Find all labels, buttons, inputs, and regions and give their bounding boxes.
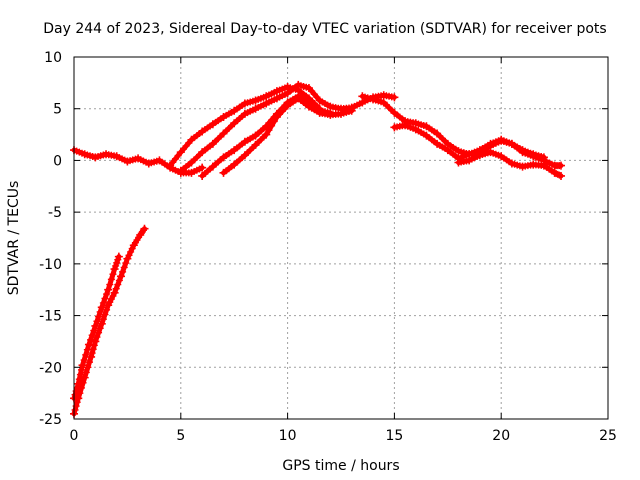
data-point-interp: [103, 290, 111, 298]
x-tick-label: 25: [599, 428, 617, 444]
data-point-interp: [112, 285, 120, 293]
series-track-1: [70, 224, 149, 418]
y-tick-label: 10: [44, 50, 62, 66]
data-point-interp: [93, 333, 101, 341]
data-point: [347, 106, 356, 115]
data-point-interp: [96, 324, 104, 332]
data-point-interp: [125, 251, 133, 259]
data-point: [97, 319, 106, 328]
data-point-interp: [89, 345, 97, 353]
data-point: [390, 93, 399, 102]
data-point-interp: [115, 276, 123, 284]
x-tick-label: 10: [279, 428, 297, 444]
data-point: [78, 361, 87, 370]
data-point-interp: [268, 122, 276, 130]
data-point-interp: [101, 295, 109, 303]
data-point-interp: [82, 351, 90, 359]
data-point-interp: [71, 391, 79, 399]
data-point-interp: [270, 117, 278, 125]
y-tick-label: -15: [39, 309, 62, 325]
data-point-interp: [85, 358, 93, 366]
data-point: [557, 161, 566, 170]
data-point: [116, 272, 125, 281]
data-point-interp: [73, 398, 81, 406]
data-point-interp: [113, 259, 121, 267]
y-tick-label: -25: [39, 412, 62, 428]
data-point-interp: [107, 275, 115, 283]
y-tick-label: -20: [39, 360, 62, 376]
data-point-interp: [83, 346, 91, 354]
data-point: [557, 171, 566, 180]
data-point-interp: [73, 383, 81, 391]
y-axis-label: SDTVAR / TECUs: [6, 181, 22, 296]
series-track-9: [390, 121, 566, 170]
chart-title: Day 244 of 2023, Sidereal Day-to-day VTE…: [43, 21, 606, 37]
data-point-interp: [80, 356, 88, 364]
data-point-interp: [82, 368, 90, 376]
data-point: [110, 288, 119, 297]
data-point: [198, 163, 207, 172]
data-point-interp: [88, 331, 96, 339]
data-point-interp: [95, 313, 103, 321]
data-point-interp: [109, 270, 117, 278]
data-point-interp: [96, 308, 104, 316]
grid-layer: [74, 57, 608, 419]
data-point: [140, 224, 149, 233]
data-point-interp: [93, 317, 101, 325]
y-tick-label: 0: [53, 153, 62, 169]
data-point-interp: [103, 306, 111, 314]
data-point-interp: [114, 281, 122, 289]
data-point: [262, 130, 271, 139]
data-point-interp: [71, 406, 79, 414]
data-point: [104, 285, 113, 294]
series-track-7: [219, 94, 356, 177]
y-tick-label: -5: [48, 205, 62, 221]
data-point-interp: [106, 281, 114, 289]
data-point-interp: [76, 371, 84, 379]
tick-layer: 0 5 10 15 20 25 -25 -20 -15 -10 -5 0 5 10: [39, 50, 617, 444]
series-track-10: [454, 148, 566, 180]
data-point-interp: [127, 248, 135, 256]
data-point-interp: [99, 299, 107, 307]
data-point-interp: [106, 298, 114, 306]
data-point-interp: [95, 329, 103, 337]
data-point: [87, 352, 96, 361]
x-tick-label: 0: [70, 428, 79, 444]
x-tick-label: 5: [176, 428, 185, 444]
data-point-interp: [107, 295, 115, 303]
series-track-5: [176, 80, 399, 175]
data-point-interp: [122, 259, 130, 267]
data-point-interp: [77, 366, 85, 374]
series-track-2: [70, 252, 123, 403]
data-point: [91, 321, 100, 330]
data-point: [84, 340, 93, 349]
x-axis-label: GPS time / hours: [282, 458, 399, 474]
data-point-interp: [88, 349, 96, 357]
data-point-interp: [101, 311, 109, 319]
data-point-interp: [120, 263, 128, 271]
y-tick-label: -10: [39, 257, 62, 273]
data-layer: [70, 80, 566, 418]
data-point: [74, 379, 83, 388]
data-point: [97, 303, 106, 312]
data-point-interp: [90, 327, 98, 335]
data-point-interp: [75, 375, 83, 383]
x-tick-label: 20: [492, 428, 510, 444]
data-point: [114, 252, 123, 261]
data-point-interp: [119, 268, 127, 276]
plot-frame: [73, 56, 609, 420]
data-point-interp: [87, 336, 95, 344]
data-point-interp: [99, 315, 107, 323]
x-tick-label: 15: [385, 428, 403, 444]
data-point-interp: [84, 363, 92, 371]
data-point-interp: [552, 170, 560, 178]
data-point-interp: [112, 262, 120, 270]
y-tick-label: 5: [53, 102, 62, 118]
data-point-interp: [265, 126, 273, 134]
